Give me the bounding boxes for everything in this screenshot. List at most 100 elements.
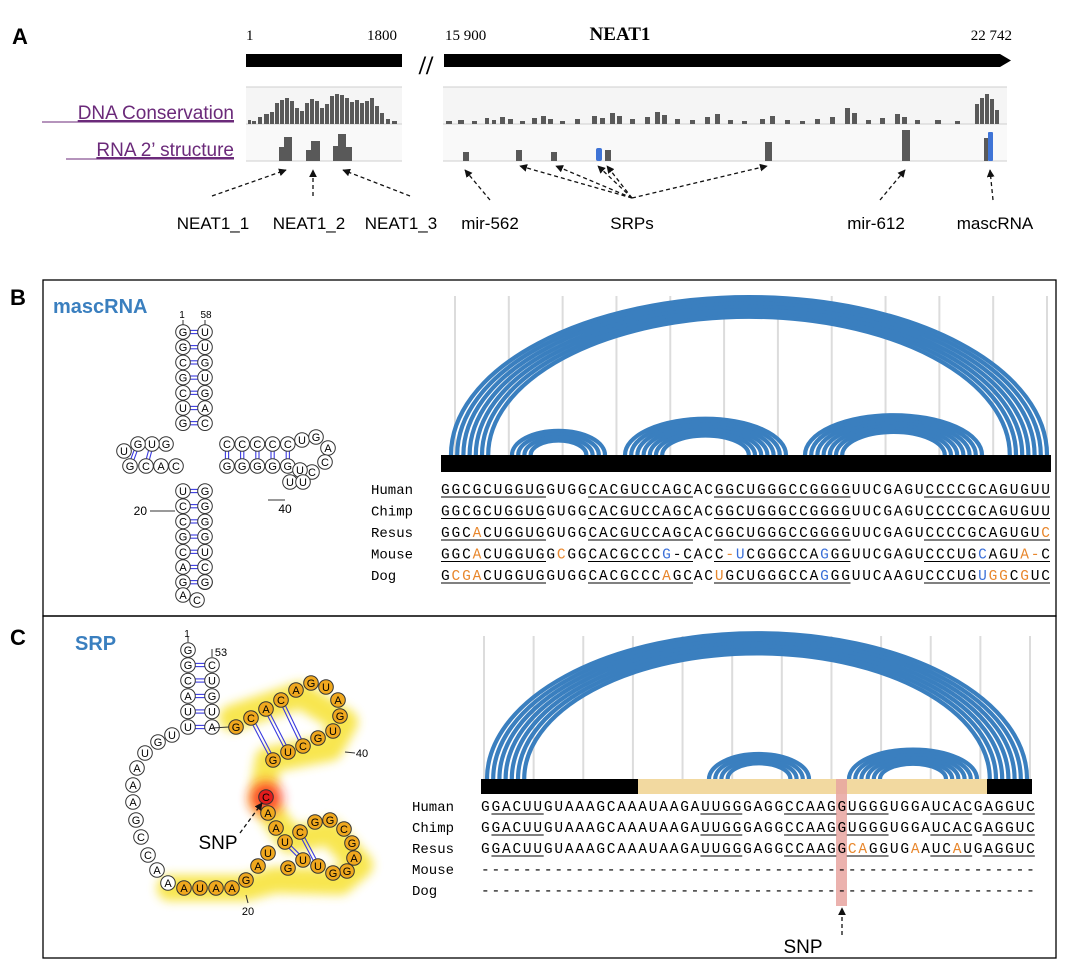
nucleotide-node: G xyxy=(130,436,146,452)
mascrna-arc xyxy=(833,427,954,456)
srp-sequence-bar xyxy=(481,779,1032,794)
svg-text:C: C xyxy=(277,695,285,707)
nucleotide-node: C xyxy=(336,821,352,837)
svg-text:U: U xyxy=(208,676,216,688)
species-label-mouse: Mouse xyxy=(412,863,454,879)
track-label-rna-structure[interactable]: RNA 2’ structure xyxy=(96,140,234,161)
base-pair-bond xyxy=(255,723,272,753)
svg-text:C: C xyxy=(340,824,348,836)
srp-num-53: 53 xyxy=(215,647,227,659)
svg-text:A: A xyxy=(129,780,137,792)
nucleotide-node: C xyxy=(258,789,274,805)
nucleotide-node: U xyxy=(277,834,293,850)
svg-text:A: A xyxy=(164,878,172,890)
nucleotide-node: A xyxy=(260,805,276,821)
track-label-dna-conservation[interactable]: DNA Conservation xyxy=(78,103,234,124)
mascrna-arc xyxy=(486,314,1012,456)
srp-num-40: 40 xyxy=(356,748,368,760)
svg-text:C: C xyxy=(179,516,187,528)
svg-text:G: G xyxy=(179,418,188,430)
gene-bar-left xyxy=(246,54,402,67)
svg-text:G: G xyxy=(284,461,293,473)
svg-text:A: A xyxy=(292,685,300,697)
svg-text:A: A xyxy=(129,797,137,809)
svg-text:C: C xyxy=(179,547,187,559)
svg-text:A: A xyxy=(350,853,358,865)
svg-text:U: U xyxy=(296,465,304,477)
masc-num-40: 40 xyxy=(278,502,292,516)
sequence-mouse: ----------------------------------------… xyxy=(481,863,1035,879)
nucleotide-node: G xyxy=(197,513,213,530)
track-backgrounds xyxy=(246,86,1007,162)
svg-text:C: C xyxy=(144,850,152,862)
nucleotide-node: U xyxy=(325,723,341,739)
nucleotide-node: C xyxy=(249,436,266,452)
nucleotide-node: G xyxy=(249,458,266,474)
nucleotide-node: G xyxy=(175,528,191,545)
masc-num-1: 1 xyxy=(179,310,185,321)
nucleotide-node: U xyxy=(197,369,213,386)
svg-text:G: G xyxy=(201,501,210,513)
snp-column-label: SNP xyxy=(783,937,822,958)
svg-text:G: G xyxy=(269,755,278,767)
svg-text:G: G xyxy=(208,691,217,703)
nucleotide-node: A xyxy=(330,692,346,708)
nucleotide-node: G xyxy=(175,339,191,356)
svg-text:A: A xyxy=(180,883,188,895)
mascrna-arc xyxy=(802,413,985,456)
nucleotide-node: G xyxy=(264,458,281,474)
dna-conservation-track xyxy=(248,94,999,124)
svg-text:C: C xyxy=(247,713,255,725)
nucleotide-node: U xyxy=(197,324,213,340)
svg-text:A: A xyxy=(153,865,161,877)
mascrna-arc xyxy=(467,304,1031,456)
svg-text:A: A xyxy=(264,808,272,820)
coord-start: 1 xyxy=(246,28,254,44)
nucleotide-node: A xyxy=(125,777,141,793)
nucleotide-node: G xyxy=(180,657,196,673)
gene-title: NEAT1 xyxy=(590,24,651,45)
srp-arc xyxy=(725,761,793,780)
nucleotide-node: U xyxy=(180,719,196,735)
mascrna-arc xyxy=(653,430,758,456)
mascrna-arc xyxy=(455,298,1043,456)
svg-text:C: C xyxy=(308,467,316,479)
svg-text:G: G xyxy=(179,373,188,385)
svg-text:G: G xyxy=(314,733,323,745)
base-pair-bond xyxy=(270,714,287,745)
svg-text:U: U xyxy=(184,722,192,734)
svg-text:C: C xyxy=(142,461,150,473)
nucleotide-node: U xyxy=(280,744,296,760)
base-pair-bond xyxy=(130,450,135,459)
svg-text:U: U xyxy=(184,707,192,719)
srp-arc xyxy=(846,747,980,780)
mascrna-arc xyxy=(809,415,978,456)
mascrna-arc xyxy=(629,419,782,456)
mascrna-arc xyxy=(647,427,764,456)
feature-srps: SRPs xyxy=(610,214,653,233)
nucleotide-node: G xyxy=(307,814,323,830)
feature-arrows xyxy=(211,163,995,201)
srp-arc xyxy=(859,753,967,780)
nucleotide-node: C xyxy=(219,436,235,452)
nucleotide-node: G xyxy=(150,734,166,750)
svg-text:C: C xyxy=(179,388,187,400)
svg-text:A: A xyxy=(201,403,209,415)
nucleotide-node: U xyxy=(164,727,180,743)
svg-text:A: A xyxy=(133,763,141,775)
nucleotide-node: C xyxy=(295,738,311,754)
gene-bar-right xyxy=(444,54,1011,67)
coord-end: 22 742 xyxy=(971,28,1012,44)
svg-text:G: G xyxy=(329,868,338,880)
nucleotide-node: C xyxy=(189,592,205,608)
nucleotide-node: G xyxy=(303,675,319,691)
svg-text:U: U xyxy=(329,726,337,738)
mascrna-alignment: Human G G C G C U G G U G G U G G C A C G U C C A G C A C G G C U G G G C C… xyxy=(371,483,1050,585)
srp-arc xyxy=(865,756,961,780)
nucleotide-node: G xyxy=(322,812,338,828)
